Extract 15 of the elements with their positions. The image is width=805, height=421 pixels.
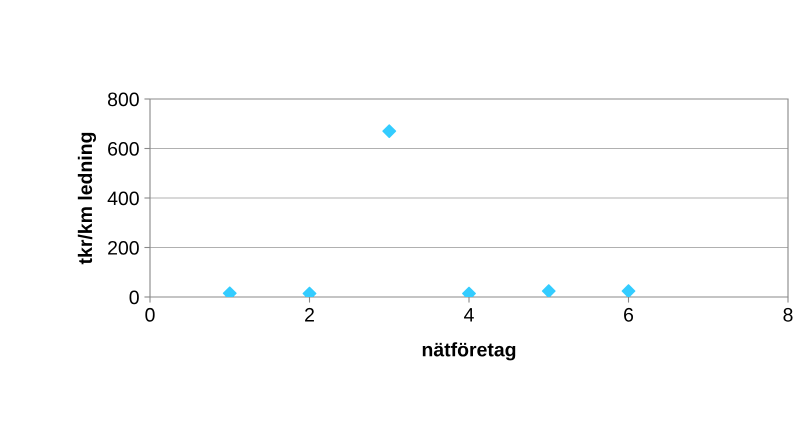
y-tick-label: 400 <box>108 191 139 206</box>
x-tick-label: 8 <box>783 308 793 322</box>
point <box>542 284 556 297</box>
x-tick-label: 0 <box>145 308 155 322</box>
x-axis-title: nätföretag <box>422 342 516 360</box>
point <box>622 284 636 297</box>
x-tick-label: 6 <box>624 308 634 322</box>
x-tick-label: 2 <box>305 308 314 322</box>
point <box>382 124 396 138</box>
y-axis-title: tkr/km ledning <box>78 132 96 264</box>
y-tick-label: 600 <box>108 142 139 156</box>
y-tick-label: 0 <box>130 290 139 304</box>
y-tick-label: 200 <box>108 240 139 255</box>
x-tick-label: 4 <box>464 308 474 322</box>
y-tick-label: 800 <box>108 92 139 106</box>
